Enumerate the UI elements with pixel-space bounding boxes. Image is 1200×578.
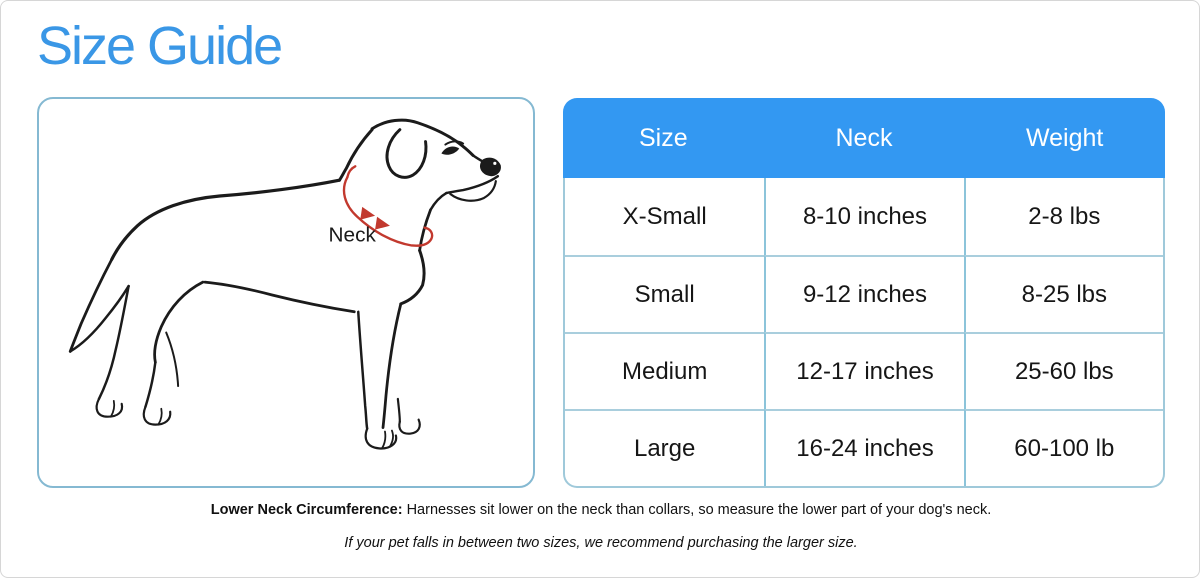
column-header-neck: Neck bbox=[835, 123, 893, 152]
dog-illustration: Neck bbox=[68, 118, 501, 450]
neck-collar-indicator bbox=[342, 165, 434, 247]
cell-neck: 9-12 inches bbox=[764, 255, 964, 332]
measurement-note: Lower Neck Circumference: Harnesses sit … bbox=[1, 502, 1199, 519]
cell-weight: 8-25 lbs bbox=[963, 255, 1163, 332]
cell-neck: 16-24 inches bbox=[764, 409, 964, 486]
dog-nose bbox=[479, 157, 501, 177]
cell-size: Small bbox=[565, 255, 765, 332]
nose-highlight bbox=[493, 161, 497, 165]
cell-size: Large bbox=[565, 409, 765, 486]
cell-size: X-Small bbox=[622, 202, 707, 230]
cell-size: Medium bbox=[565, 332, 765, 409]
collar-arrow-icons bbox=[360, 206, 390, 230]
sizing-recommendation-note: If your pet falls in between two sizes, … bbox=[344, 535, 858, 551]
dog-outline bbox=[68, 118, 500, 450]
cell-weight: 25-60 lbs bbox=[963, 332, 1163, 409]
table-header-row: Size Neck Weight bbox=[563, 98, 1165, 178]
dog-eye bbox=[441, 146, 460, 155]
size-chart-table: Size Neck Weight X-Small 8-10 inches 2-8… bbox=[563, 98, 1165, 488]
column-header-weight: Weight bbox=[1025, 123, 1104, 152]
neck-label: Neck bbox=[329, 224, 377, 247]
cell-weight: 2-8 lbs bbox=[963, 178, 1163, 255]
page-title: Size Guide bbox=[37, 16, 283, 76]
dog-measurement-panel: Neck bbox=[37, 97, 535, 488]
cell-neck: 8-10 inches bbox=[764, 178, 963, 255]
measurement-note-text: Harnesses sit lower on the neck than col… bbox=[402, 502, 992, 518]
column-header-size: Size bbox=[639, 123, 688, 152]
table-body: X-Small 8-10 inches 2-8 lbs Small 9-12 i… bbox=[563, 178, 1165, 488]
cell-weight: 60-100 lb bbox=[963, 409, 1163, 486]
measurement-note-title: Lower Neck Circumference: bbox=[210, 502, 403, 518]
cell-neck: 12-17 inches bbox=[764, 332, 964, 409]
